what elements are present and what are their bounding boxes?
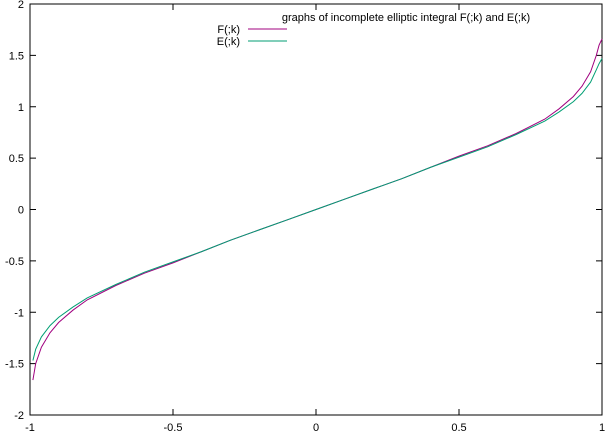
y-tick-label: -1	[14, 307, 24, 319]
legend: graphs of incomplete elliptic integral F…	[217, 12, 530, 48]
legend-label: F(;k)	[217, 24, 240, 36]
y-tick-label: -0.5	[5, 256, 24, 268]
y-tick-label: 2	[18, 0, 24, 11]
x-tick-label: 0.5	[451, 422, 466, 434]
y-tick-label: 1.5	[9, 50, 24, 62]
axes: 21.510.50-0.5-1-1.5-2-1 -0.5 0 0.5 1	[5, 0, 605, 434]
legend-label: E(;k)	[217, 36, 240, 48]
x-tick-label: 1	[599, 422, 605, 434]
y-tick-label: -2	[14, 410, 24, 422]
x-tick-label: 0	[313, 422, 319, 434]
x-tick-label: -0.5	[164, 422, 183, 434]
y-tick-label: 0	[18, 205, 24, 217]
x-tick-label: -1	[25, 422, 35, 434]
legend-title: graphs of incomplete elliptic integral F…	[282, 12, 530, 24]
y-tick-label: -1.5	[5, 359, 24, 371]
y-tick-label: 1	[18, 102, 24, 114]
series-line-e	[32, 58, 603, 361]
plot-series	[32, 38, 603, 381]
y-tick-label: 0.5	[9, 153, 24, 165]
